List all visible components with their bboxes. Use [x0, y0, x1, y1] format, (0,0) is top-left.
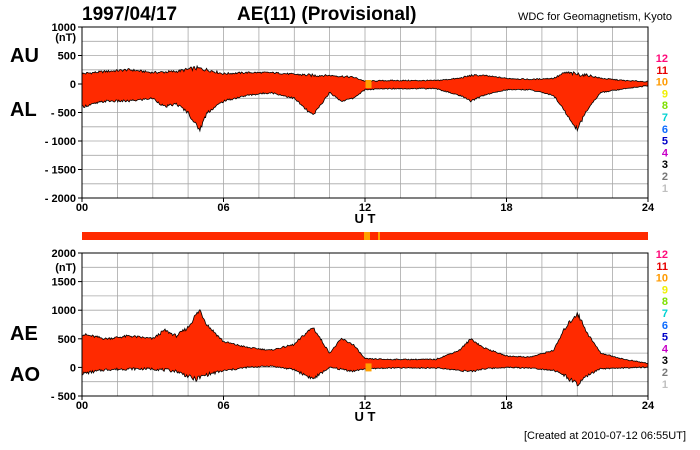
station-count-label: 6	[662, 124, 668, 136]
y-tick-label: - 500	[51, 108, 76, 120]
x-tick-label: 06	[217, 400, 229, 412]
x-tick-label: 00	[76, 202, 88, 214]
station-count-label: 12	[656, 249, 668, 261]
y-tick-label: 1000	[52, 305, 76, 317]
station-count-label: 2	[662, 367, 668, 379]
x-tick-label: 12	[359, 400, 371, 412]
date-title: 1997/04/17	[82, 4, 178, 25]
station-count-label: 2	[662, 171, 668, 183]
panel-label-al: AL	[10, 99, 37, 121]
station-count-label: 9	[662, 284, 668, 296]
low-station-marker	[365, 363, 372, 372]
station-count-label: 8	[662, 100, 668, 112]
station-count-label: 12	[656, 53, 668, 65]
y-tick-label: - 500	[51, 391, 76, 403]
unit-label: (nT)	[55, 262, 76, 274]
panel-label-au: AU	[10, 45, 39, 67]
station-count-label: 11	[656, 261, 668, 273]
station-count-label: 1	[662, 183, 668, 195]
unit-label: (nT)	[55, 32, 76, 44]
y-tick-label: 0	[70, 362, 76, 374]
station-count-label: 9	[662, 88, 668, 100]
station-count-label: 4	[662, 147, 669, 159]
y-tick-label: 0	[70, 79, 76, 91]
station-count-label: 7	[662, 308, 668, 320]
x-tick-label: 06	[217, 202, 229, 214]
station-count-label: 10	[656, 273, 668, 285]
chart-panel-1: 1000 500 0 - 500 - 1000 - 1500 - 2000 (nT) 00 06 1…	[10, 22, 669, 226]
x-tick-label: 24	[642, 400, 655, 412]
y-tick-label: 2000	[52, 248, 76, 260]
trace-fill	[82, 66, 648, 131]
x-tick-label: 18	[500, 400, 512, 412]
x-axis-label: U T	[355, 211, 376, 226]
source-label: WDC for Geomagnetism, Kyoto	[517, 11, 672, 23]
station-count-label: 3	[662, 159, 668, 171]
x-tick-label: 24	[642, 202, 655, 214]
station-count-label: 8	[662, 296, 668, 308]
panel-label-ae: AE	[10, 323, 38, 345]
status-bar-marker	[364, 232, 370, 240]
panel-label-ao: AO	[10, 364, 40, 386]
station-count-label: 1	[662, 379, 668, 391]
x-axis-label: U T	[355, 409, 376, 424]
station-count-label: 5	[662, 136, 668, 148]
y-tick-label: 500	[58, 334, 76, 346]
y-tick-label: - 1500	[45, 165, 76, 177]
series-line-ae	[82, 308, 649, 365]
y-tick-label: 1500	[52, 277, 76, 289]
x-tick-label: 18	[500, 202, 512, 214]
y-tick-label: 500	[58, 51, 76, 63]
station-count-label: 6	[662, 320, 668, 332]
station-count-label: 11	[656, 65, 668, 77]
y-tick-label: - 1000	[45, 136, 76, 148]
series-line-ao	[81, 365, 649, 387]
station-count-label: 4	[662, 343, 669, 355]
series-line-au	[81, 64, 649, 83]
station-count-label: 7	[662, 112, 668, 124]
station-count-label: 10	[656, 77, 668, 89]
station-count-label: 3	[662, 355, 668, 367]
y-tick-label: 1000	[52, 22, 76, 34]
y-tick-label: - 2000	[45, 193, 76, 205]
grid-lines	[81, 26, 649, 199]
status-bar-marker	[378, 232, 380, 240]
station-count-label: 5	[662, 332, 668, 344]
low-station-marker	[365, 80, 372, 88]
x-tick-label: 00	[76, 400, 88, 412]
x-tick-label: 12	[359, 202, 371, 214]
series-line-al	[81, 85, 649, 133]
created-footer: [Created at 2010-07-12 06:55UT]	[523, 430, 686, 442]
index-title: AE(11) (Provisional)	[237, 4, 417, 25]
